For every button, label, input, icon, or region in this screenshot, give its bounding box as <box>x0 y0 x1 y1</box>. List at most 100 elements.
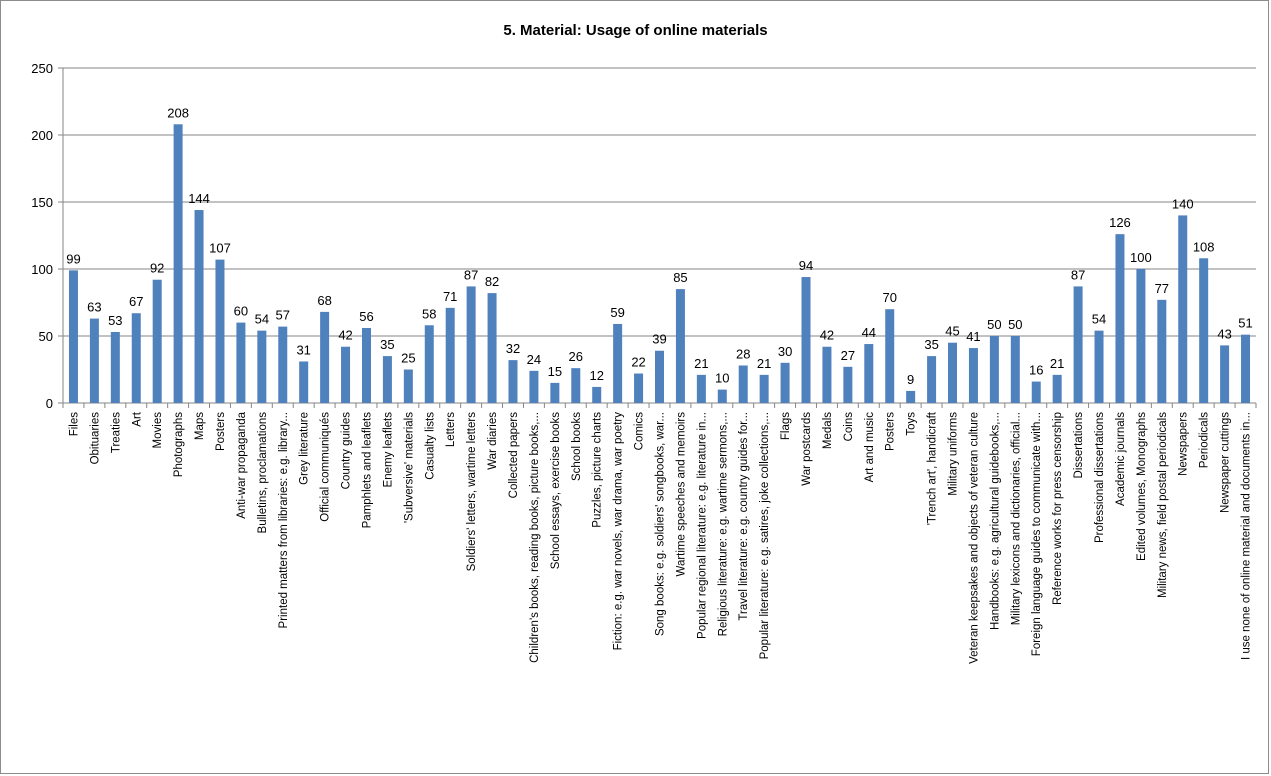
category-label: Maps <box>194 412 206 440</box>
category-label: Art and music <box>864 412 876 483</box>
category-label: Handbooks: e.g. agricultural guidebooks,… <box>989 412 1001 630</box>
category-label: Military lexicons and dictionaries, offi… <box>1010 412 1022 625</box>
bar <box>320 311 330 403</box>
category-label: Files <box>68 412 80 437</box>
data-label: 10 <box>715 371 729 386</box>
data-label: 26 <box>569 349 583 364</box>
category-label: Anti-war propaganda <box>236 411 248 518</box>
data-label: 21 <box>757 356 771 371</box>
category-label: Puzzles, picture charts <box>592 412 604 528</box>
category-label: School essays, exercise books <box>550 412 562 569</box>
category-label: Collected papers <box>508 412 520 499</box>
data-label: 68 <box>317 293 331 308</box>
category-label: Toys <box>906 412 918 436</box>
bar <box>299 361 309 403</box>
bar <box>382 356 392 403</box>
category-label: Newspapers <box>1178 412 1190 476</box>
bar <box>89 318 99 403</box>
bar <box>194 210 204 403</box>
bar <box>257 330 267 403</box>
category-label: Fiction: e.g. war novels, war drama, war… <box>613 412 625 651</box>
data-label: 107 <box>209 241 231 256</box>
data-label: 58 <box>422 306 436 321</box>
category-label: Art <box>131 411 143 427</box>
bar <box>1220 345 1230 403</box>
data-label: 35 <box>380 337 394 352</box>
data-label: 42 <box>338 328 352 343</box>
data-label: 15 <box>548 364 562 379</box>
data-label: 50 <box>1008 317 1022 332</box>
bar <box>843 366 853 403</box>
data-label: 53 <box>108 313 122 328</box>
bar <box>655 350 664 403</box>
data-label: 87 <box>464 267 478 282</box>
bars <box>68 124 1251 403</box>
category-label: Professional dissertations <box>1094 412 1106 543</box>
data-label: 42 <box>820 328 834 343</box>
bar <box>236 322 246 403</box>
data-label: 59 <box>610 305 624 320</box>
chart-title: 5. Material: Usage of online materials <box>503 22 768 39</box>
category-label: Treaties <box>110 412 122 453</box>
bar <box>1157 299 1167 403</box>
category-label: Casualty lists <box>424 412 436 480</box>
bar <box>403 369 413 403</box>
bar <box>885 309 895 403</box>
category-label: Country guides <box>341 412 353 490</box>
bar <box>529 370 539 403</box>
category-label: I use none of online material and docume… <box>1241 412 1253 660</box>
bar <box>1136 269 1146 403</box>
bar <box>1031 381 1041 403</box>
y-tick-label: 150 <box>31 195 53 210</box>
category-label: Popular literature: e.g. satires, joke c… <box>759 412 771 659</box>
data-label: 92 <box>150 261 164 276</box>
bar <box>1241 334 1251 403</box>
category-label: Enemy leaflets <box>382 412 394 488</box>
bar <box>424 325 434 403</box>
bar <box>675 289 685 403</box>
data-label: 22 <box>631 355 645 370</box>
data-label: 67 <box>129 294 143 309</box>
category-label: Flags <box>780 412 792 440</box>
bar <box>1052 374 1062 403</box>
data-label: 144 <box>188 191 210 206</box>
data-label: 30 <box>778 344 792 359</box>
bar <box>173 124 183 403</box>
data-labels: 99 63 53 67 92 208 144 107 60 54 57 31 68 42 56 35 25 58 7… <box>66 105 1253 387</box>
bar <box>571 368 581 403</box>
category-label: 'Subversive' materials <box>403 412 415 523</box>
category-label: Dissertations <box>1073 412 1085 479</box>
y-tick-label: 250 <box>31 61 53 76</box>
category-label: Letters <box>445 412 457 447</box>
bar <box>550 382 560 403</box>
data-label: 51 <box>1238 316 1252 331</box>
category-label: Newspaper cuttings <box>1220 412 1232 513</box>
bar <box>68 270 78 403</box>
data-label: 24 <box>527 352 541 367</box>
category-label: Obituaries <box>89 412 101 465</box>
data-label: 21 <box>694 356 708 371</box>
category-label: Song books: e.g. soldiers' songbooks, wa… <box>655 412 667 636</box>
bar <box>738 365 748 403</box>
data-label: 45 <box>945 324 959 339</box>
bar <box>780 362 790 403</box>
bar <box>361 327 371 403</box>
category-label: School books <box>571 412 583 481</box>
category-label: Military uniforms <box>948 412 960 496</box>
category-label: Reference works for press censorship <box>1052 412 1064 605</box>
category-label: Printed matters from libraries: e.g. lib… <box>278 412 290 628</box>
category-label: Travel literature: e.g. country guides f… <box>738 412 750 621</box>
data-label: 50 <box>987 317 1001 332</box>
bar <box>592 386 602 403</box>
bar <box>278 326 288 403</box>
category-label: Popular regional literature: e.g. litera… <box>696 412 708 639</box>
data-label: 31 <box>296 342 310 357</box>
category-label: 'Trench art', handicraft <box>927 411 939 525</box>
data-label: 35 <box>924 337 938 352</box>
category-label: War postcards <box>801 412 813 486</box>
data-label: 71 <box>443 289 457 304</box>
y-tick-label: 100 <box>31 262 53 277</box>
bar <box>152 279 162 403</box>
category-label: Grey literature <box>299 412 311 485</box>
